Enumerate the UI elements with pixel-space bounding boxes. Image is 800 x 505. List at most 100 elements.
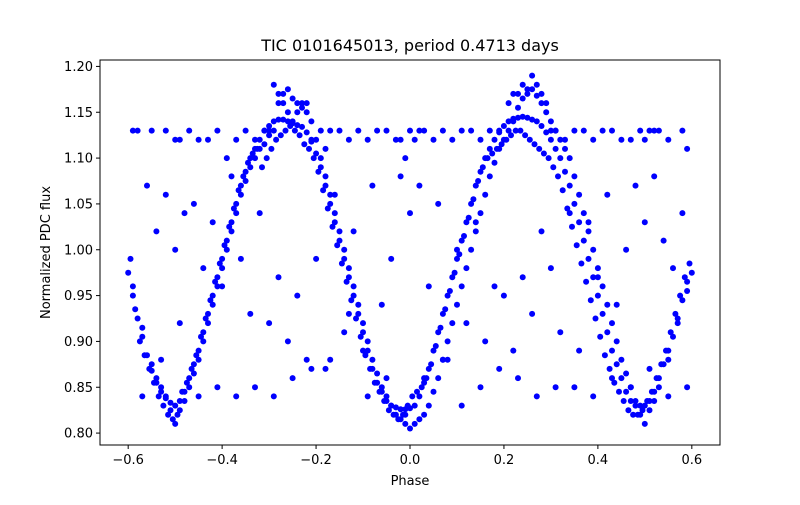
data-point — [392, 404, 399, 411]
data-point — [609, 320, 615, 327]
data-point — [397, 173, 404, 180]
data-point — [331, 219, 338, 226]
data-point — [270, 118, 277, 125]
data-point — [545, 155, 552, 162]
data-point — [270, 81, 277, 88]
y-tick-label: 1.00 — [64, 243, 93, 258]
data-point — [547, 118, 554, 125]
data-point — [183, 379, 190, 386]
data-point — [139, 393, 146, 400]
data-point — [228, 173, 235, 180]
data-point — [609, 375, 615, 382]
data-point — [364, 136, 371, 143]
data-point — [172, 402, 179, 409]
data-point — [327, 200, 334, 207]
data-point — [578, 260, 585, 267]
data-point — [148, 127, 155, 134]
data-point — [268, 145, 275, 152]
data-point — [641, 402, 648, 409]
data-point — [240, 173, 247, 180]
data-point — [663, 347, 669, 354]
data-point — [407, 210, 413, 217]
data-point — [489, 150, 496, 157]
data-point — [310, 155, 317, 162]
y-axis-label: Normalized PDC flux — [39, 186, 54, 319]
data-point — [336, 228, 343, 235]
data-point — [162, 191, 169, 198]
data-point — [162, 393, 169, 400]
data-point — [681, 274, 688, 281]
chart-title: TIC 0101645013, period 0.4713 days — [260, 36, 559, 55]
data-point — [667, 329, 674, 336]
x-tick-label: −0.4 — [206, 453, 238, 468]
data-point — [153, 375, 160, 382]
data-point — [449, 320, 456, 327]
data-point — [512, 127, 519, 134]
data-point — [463, 219, 470, 226]
data-point — [308, 136, 315, 143]
data-point — [524, 114, 531, 121]
data-point — [266, 127, 273, 134]
data-point — [212, 278, 219, 285]
data-point — [129, 292, 136, 299]
data-point — [233, 393, 240, 400]
data-point — [590, 246, 597, 253]
data-point — [247, 155, 254, 162]
data-point — [547, 265, 554, 272]
data-point — [491, 136, 498, 143]
data-point — [594, 292, 601, 299]
data-point — [172, 136, 179, 143]
data-point — [313, 255, 320, 262]
data-point — [500, 292, 507, 299]
data-point — [296, 132, 303, 139]
data-point — [519, 274, 526, 281]
data-point — [562, 168, 568, 175]
data-point — [146, 365, 153, 372]
data-point — [186, 384, 193, 391]
data-point — [383, 375, 390, 382]
data-point — [456, 251, 463, 258]
data-point — [496, 365, 503, 372]
data-point — [233, 210, 240, 217]
y-tick-label: 1.10 — [64, 152, 93, 167]
data-point — [226, 223, 233, 230]
data-point — [491, 283, 498, 290]
data-point — [599, 283, 606, 290]
data-point — [322, 145, 329, 152]
data-point — [167, 399, 174, 406]
data-point — [576, 347, 583, 354]
data-point — [345, 136, 352, 143]
x-tick-label: −0.2 — [300, 453, 332, 468]
data-point — [519, 113, 526, 120]
data-point — [254, 145, 261, 152]
data-point — [136, 338, 143, 345]
data-point — [641, 219, 648, 226]
data-point — [482, 338, 489, 345]
x-axis-label: Phase — [391, 474, 430, 489]
data-point — [458, 283, 465, 290]
data-point — [341, 246, 348, 253]
data-point — [557, 329, 564, 336]
data-point — [216, 260, 223, 267]
data-point — [127, 255, 134, 262]
data-point — [402, 411, 409, 418]
data-point — [289, 118, 296, 125]
data-point — [345, 310, 352, 317]
data-point — [630, 411, 637, 418]
data-point — [186, 375, 193, 382]
data-point — [540, 150, 547, 157]
data-point — [209, 301, 216, 308]
data-point — [522, 132, 529, 139]
data-point — [247, 164, 254, 171]
data-point — [639, 407, 646, 414]
data-point — [158, 356, 165, 363]
data-point — [411, 136, 418, 143]
data-point — [151, 379, 157, 386]
data-point — [613, 361, 620, 368]
data-point — [202, 315, 209, 322]
data-point — [531, 141, 538, 148]
data-point — [583, 278, 590, 285]
data-point — [604, 191, 611, 198]
data-point — [317, 127, 324, 134]
